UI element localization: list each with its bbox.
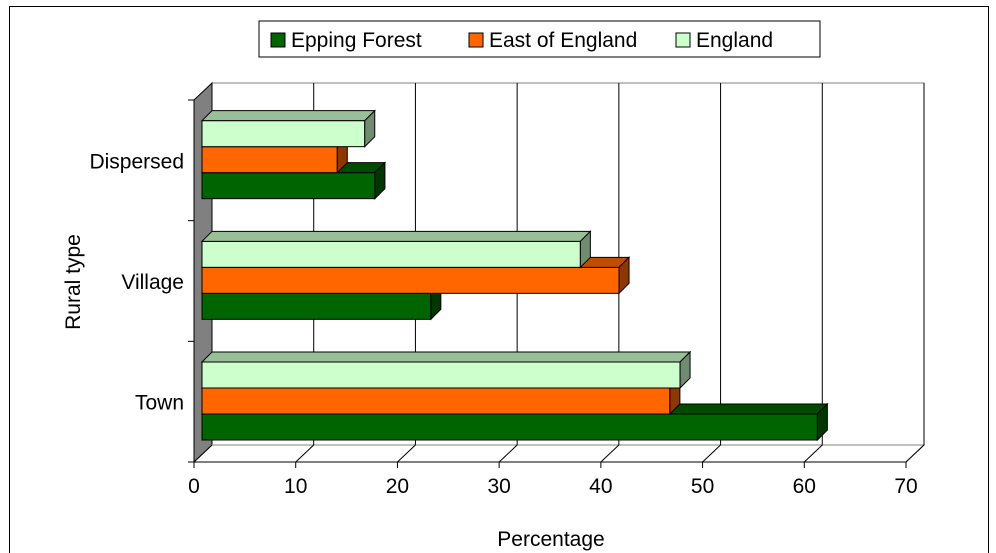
floor-gridline xyxy=(905,444,925,463)
axes: 0 10 20 30 40 50 60 70 Town Village Dispersed xyxy=(89,99,918,498)
bar-front xyxy=(201,146,338,174)
floor-gridline xyxy=(803,444,823,463)
bar-village-england xyxy=(200,230,592,269)
bar-side xyxy=(374,161,386,200)
bar-front xyxy=(201,292,432,320)
bar-front xyxy=(201,361,681,389)
floor-gridline xyxy=(397,444,416,463)
legend-label: England xyxy=(696,29,773,52)
bars xyxy=(200,109,829,442)
x-tick-label: 30 xyxy=(487,475,510,498)
floor-gridline xyxy=(702,444,721,463)
x-tick-label: 50 xyxy=(691,475,714,498)
bar-top xyxy=(200,351,692,363)
bar-top xyxy=(200,230,592,242)
legend-box xyxy=(258,20,821,58)
bar-front xyxy=(201,413,818,441)
x-axis-title: Percentage xyxy=(497,528,604,551)
x-tick-label: 40 xyxy=(589,475,612,498)
bar-side xyxy=(579,230,591,269)
y-tick-label: Village xyxy=(121,271,184,294)
floor xyxy=(192,444,926,463)
bar-town-england xyxy=(200,350,692,390)
legend-label: Epping Forest xyxy=(291,29,422,52)
bar-dispersed-england xyxy=(200,109,376,148)
bar-front xyxy=(201,240,581,268)
legend-label: East of England xyxy=(489,29,637,52)
y-axis-title: Rural type xyxy=(62,234,85,330)
x-tick-label: 0 xyxy=(188,475,200,498)
bar-front xyxy=(201,387,671,415)
legend-swatch xyxy=(270,32,286,48)
bar-front xyxy=(201,120,366,148)
floor-gridline xyxy=(295,444,315,463)
bar-side xyxy=(618,256,630,295)
floor-gridline xyxy=(600,444,620,463)
bar-front xyxy=(201,172,376,200)
bar-side xyxy=(679,350,691,390)
y-tick-label: Dispersed xyxy=(89,150,184,173)
legend-swatch xyxy=(675,32,691,48)
x-tick-label: 10 xyxy=(284,475,307,498)
legend: Epping Forest East of England England xyxy=(258,20,821,58)
x-tick-label: 60 xyxy=(793,475,816,498)
bar-side xyxy=(364,109,376,148)
legend-swatch xyxy=(468,32,484,48)
bar-front xyxy=(201,266,620,294)
floor-gridline xyxy=(193,444,213,463)
y-tick-label: Town xyxy=(135,392,184,415)
bar-top xyxy=(200,110,376,122)
x-tick-label: 20 xyxy=(386,475,409,498)
x-tick-label: 70 xyxy=(894,475,917,498)
bar-side xyxy=(816,402,828,442)
floor-gridline xyxy=(498,444,518,463)
